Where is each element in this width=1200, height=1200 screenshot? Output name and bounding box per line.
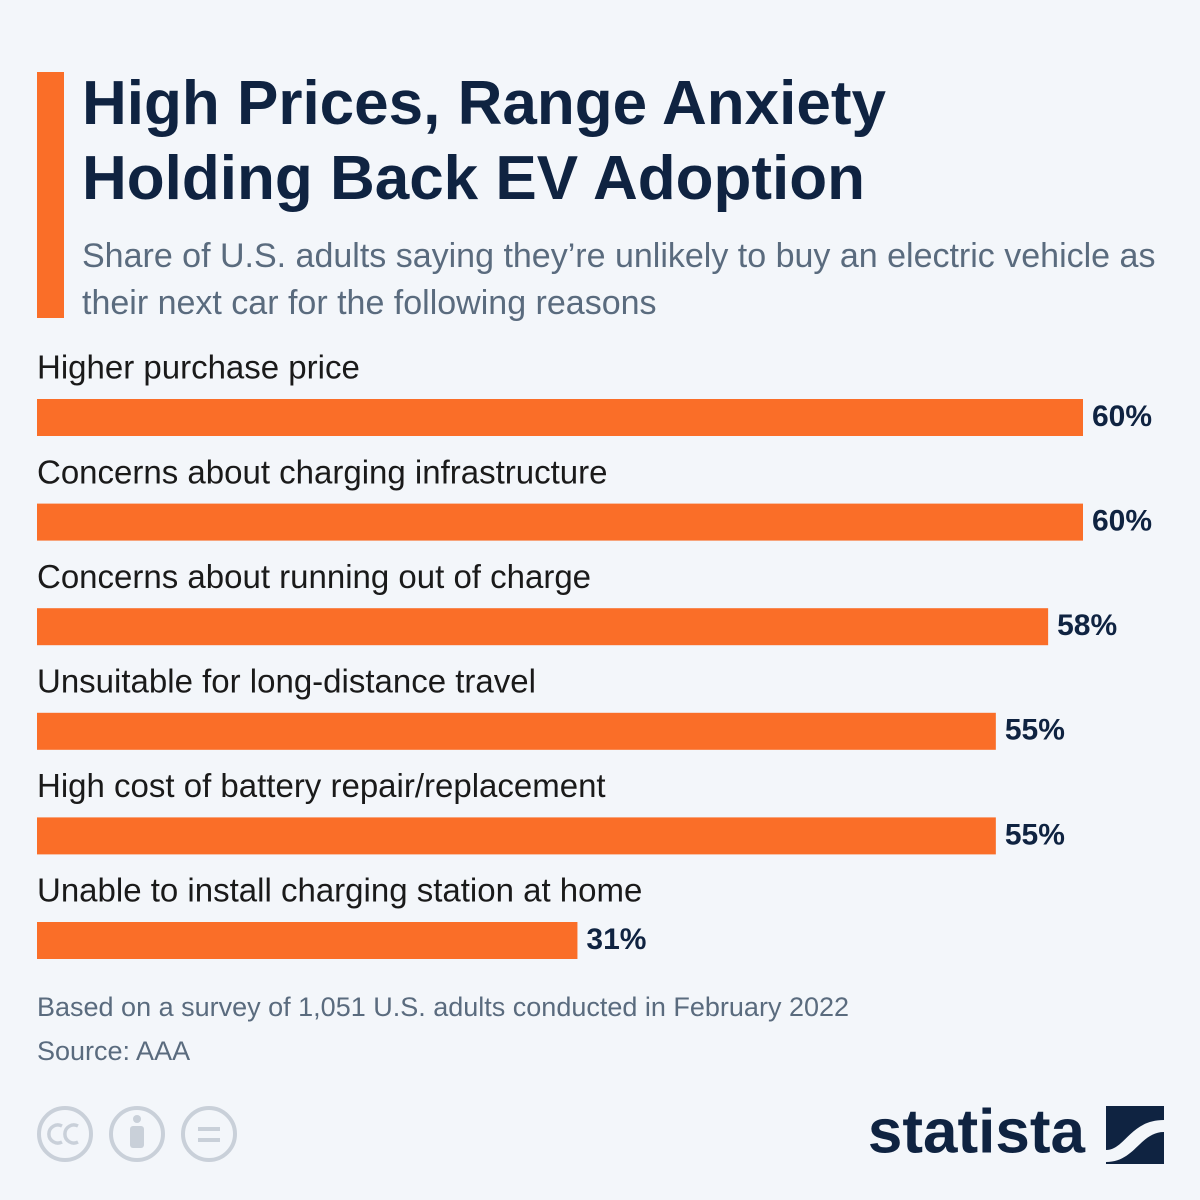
value-label: 31%: [586, 923, 646, 956]
category-label: High cost of battery repair/replacement: [37, 767, 606, 804]
value-label: 55%: [1005, 818, 1065, 851]
value-label: 55%: [1005, 714, 1065, 747]
value-label: 60%: [1092, 400, 1152, 433]
source: Source: AAA: [37, 1036, 191, 1066]
brand-mark: [1106, 1106, 1164, 1164]
value-label: 58%: [1057, 609, 1117, 642]
license-icons: [37, 1106, 237, 1162]
category-label: Unable to install charging station at ho…: [37, 872, 642, 909]
chart-subtitle: Share of U.S. adults saying they’re unli…: [82, 237, 1156, 322]
bar: [37, 399, 1083, 436]
category-label: Concerns about running out of charge: [37, 558, 591, 595]
bar: [37, 608, 1049, 646]
bar: [37, 712, 996, 750]
accent-bar: [37, 72, 64, 318]
bar: [37, 503, 1083, 541]
bar: [37, 922, 578, 959]
category-label: Unsuitable for long-distance travel: [37, 663, 536, 700]
value-label: 60%: [1092, 505, 1152, 538]
footnote: Based on a survey of 1,051 U.S. adults c…: [37, 992, 850, 1022]
category-label: Concerns about charging infrastructure: [37, 453, 607, 490]
chart-title: High Prices, Range Anxiety Holding Back …: [82, 69, 886, 213]
category-label: Higher purchase price: [37, 349, 360, 386]
bar: [37, 817, 996, 855]
brand-logo: statista: [868, 1097, 1086, 1166]
